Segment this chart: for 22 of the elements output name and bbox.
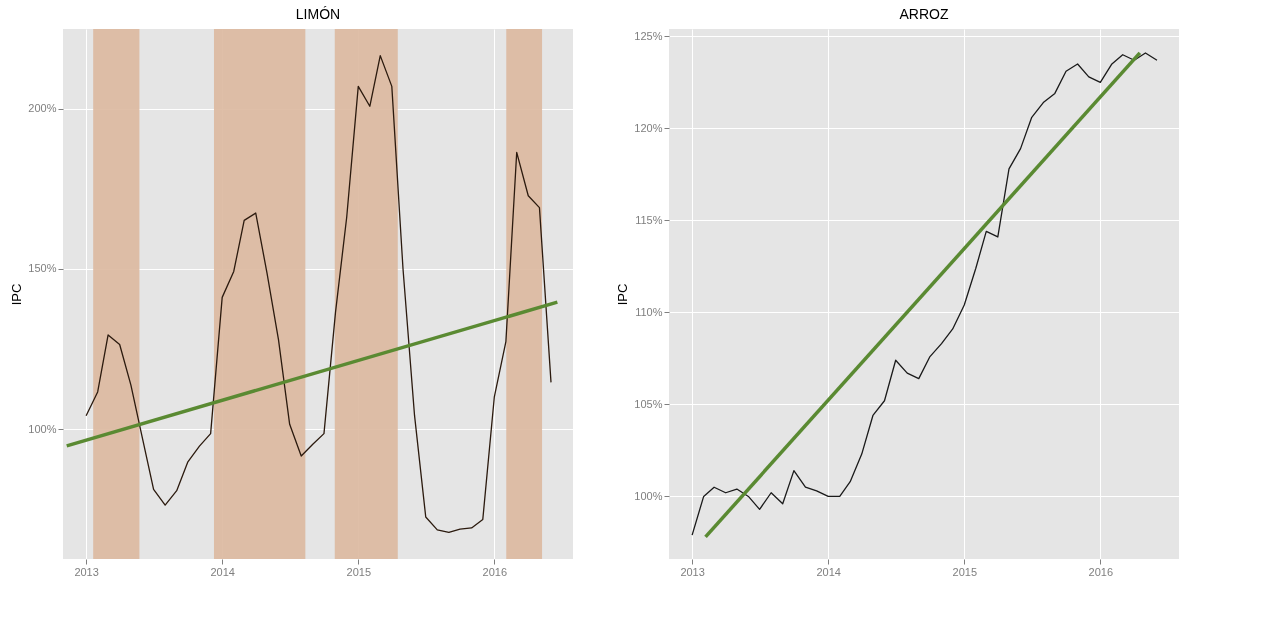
y-tick-label: 100% — [28, 422, 57, 435]
x-tick-label: 2014 — [210, 565, 235, 578]
x-tick-label: 2016 — [1088, 565, 1114, 578]
y-tick-label: 115% — [635, 213, 663, 226]
y-tick-label: 105% — [634, 397, 663, 410]
y-tick-label: 200% — [28, 102, 57, 115]
y-tick-label: 120% — [634, 121, 663, 134]
y-tick-label: 100% — [634, 489, 663, 502]
y-tick-label: 150% — [28, 262, 57, 275]
y-tick-label: 110% — [635, 305, 663, 318]
x-tick-label: 2013 — [680, 565, 705, 578]
chart-title: LIMÓN — [295, 6, 341, 23]
x-tick-label: 2015 — [346, 565, 372, 578]
line-series — [85, 54, 552, 534]
x-tick-label: 2013 — [74, 565, 99, 578]
chart-title: ARROZ — [899, 6, 949, 23]
x-tick-label: 2014 — [816, 565, 841, 578]
y-axis-title: IPC — [9, 283, 25, 306]
x-tick-label: 2015 — [952, 565, 978, 578]
x-tick-label: 2016 — [482, 565, 508, 578]
y-tick-label: 125% — [634, 29, 663, 42]
y-axis-title: IPC — [615, 283, 631, 306]
